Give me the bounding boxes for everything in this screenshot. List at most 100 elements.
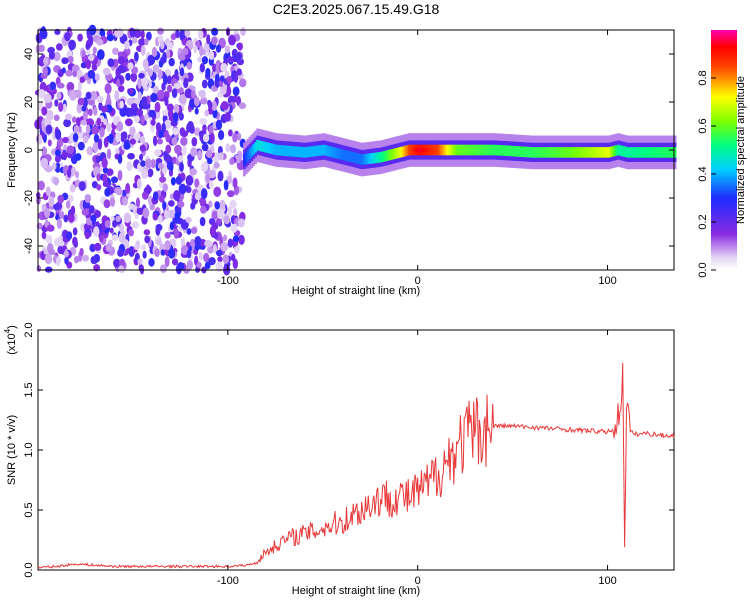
spectrogram-noise-mark xyxy=(140,29,145,40)
spectrogram-ridge-mark xyxy=(250,149,254,154)
spectrogram-ridge-mark xyxy=(668,150,671,155)
spectrogram-noise-mark xyxy=(114,90,120,102)
spectrogram-ridge-mark xyxy=(332,150,335,155)
spectrogram-noise-mark xyxy=(48,248,56,256)
spectrogram-noise-mark xyxy=(201,79,208,89)
spectrogram-noise-mark xyxy=(216,249,223,257)
spectrogram-noise-mark xyxy=(103,118,108,126)
spectrogram-ridge-mark xyxy=(592,150,595,155)
spectrogram-noise-mark xyxy=(119,66,127,73)
spectrogram-noise-mark xyxy=(148,257,155,267)
spectrogram-noise-mark xyxy=(144,114,149,121)
snr-y-axis: 0.0 0.5 1.0 1.5 2.0 xyxy=(23,322,674,578)
spectrogram-noise-mark xyxy=(110,176,119,184)
spectrogram-noise-mark xyxy=(161,109,170,116)
spectrogram-ridge-mark xyxy=(552,150,555,155)
spectrogram-noise-mark xyxy=(102,173,108,183)
spectrogram-ridge-mark xyxy=(309,149,312,154)
spectrogram-ridge-mark xyxy=(546,150,550,155)
spectrogram-noise-mark xyxy=(223,215,231,225)
spectrogram-ridge-mark xyxy=(569,150,573,155)
spectrogram-ridge-mark xyxy=(459,147,462,153)
spectrogram-ridge-mark xyxy=(438,147,442,153)
spectrogram-noise-mark xyxy=(161,122,166,133)
spectrogram-ridge-mark xyxy=(396,150,400,156)
x-tick-label: 0 xyxy=(415,575,421,587)
spectrogram-noise-mark xyxy=(142,58,149,70)
spectrogram-ridge-mark xyxy=(617,147,620,153)
spectrogram-ridge-mark xyxy=(666,150,669,155)
spectrogram-noise-mark xyxy=(37,134,43,146)
spectrogram-ridge-mark xyxy=(594,150,597,155)
spectrogram-noise-mark xyxy=(111,234,119,241)
spectrogram-ridge-mark xyxy=(550,150,554,155)
spectrogram-noise-mark xyxy=(96,95,104,103)
spectrogram-noise-mark xyxy=(136,108,144,117)
spectrogram-ridge-mark xyxy=(518,149,521,154)
spectrogram-ridge-mark xyxy=(313,149,316,154)
spectrogram-ridge-mark xyxy=(544,150,548,155)
spectrogram-noise-mark xyxy=(144,38,149,46)
spectrogram-noise-mark xyxy=(40,29,48,40)
spectrogram-ridge-mark xyxy=(343,153,347,158)
spectrogram-noise-mark xyxy=(97,138,103,150)
spectrogram-noise-mark xyxy=(226,86,232,97)
spectrogram-noise-mark xyxy=(96,184,102,191)
spectrogram-noise-mark xyxy=(220,101,229,111)
spectrogram-ridge-mark xyxy=(269,146,273,151)
spectrogram-ridge-mark xyxy=(516,149,519,154)
spectrogram-noise-mark xyxy=(194,178,200,189)
spectrogram-noise-mark xyxy=(222,254,229,264)
spectrogram-noise-mark xyxy=(82,111,88,121)
spectrogram-ridge-mark xyxy=(634,150,637,155)
spectrogram-noise-mark xyxy=(167,200,175,207)
spectrogram-noise-mark xyxy=(93,133,100,143)
spectrogram-noise-mark xyxy=(96,39,104,46)
chart-title: C2E3.2025.067.15.49.G18 xyxy=(273,1,440,17)
spectrogram-noise-mark xyxy=(236,132,242,141)
spectrogram-noise-mark xyxy=(58,101,64,112)
spectrogram-noise-mark xyxy=(92,63,97,71)
spectrogram-ridge-mark xyxy=(307,149,311,155)
spectrogram-ridge-mark xyxy=(535,150,538,155)
snr-y-label: SNR (10 * v/v) xyxy=(6,415,18,485)
spectrogram-noise-mark xyxy=(140,244,147,251)
spectrogram-noise-mark xyxy=(230,223,238,233)
spectrogram-noise-mark xyxy=(177,155,183,163)
spectrogram-ridge-mark xyxy=(539,150,542,155)
spectrogram-ridge-mark xyxy=(299,149,303,155)
colorbar: 0.0 0.2 0.4 0.6 0.8 Normalized spectral ampl… xyxy=(697,30,747,278)
spectrogram-noise-mark xyxy=(224,45,231,54)
spectrogram-noise-mark xyxy=(115,131,122,143)
spectrogram-ridge-mark xyxy=(385,153,388,158)
spectrogram-ridge-mark xyxy=(284,148,288,153)
spectrogram-noise-mark xyxy=(73,125,80,134)
spectrogram-noise-mark xyxy=(85,91,92,100)
spectrogram-noise-mark xyxy=(184,88,193,99)
spectrogram-ridge-mark xyxy=(674,150,677,155)
spectrogram-noise-mark xyxy=(94,242,102,251)
snr-x-label: Height of straight line (km) xyxy=(292,585,420,597)
spectrogram-ridge-mark xyxy=(670,150,673,155)
spectrogram-noise-mark xyxy=(75,171,80,179)
spectrogram-noise-mark xyxy=(82,135,89,144)
spectrogram-noise-mark xyxy=(117,85,125,93)
spectrogram-noise-mark xyxy=(164,119,172,130)
spectrogram-noise-mark xyxy=(211,27,219,36)
spectrogram-noise-mark xyxy=(155,122,162,132)
spectrogram-noise-mark xyxy=(127,62,134,70)
spectrogram-ridge-mark xyxy=(645,150,649,155)
spectrogram-noise-mark xyxy=(134,51,139,62)
spectrogram-noise-mark xyxy=(123,40,130,50)
spectrogram-noise-mark xyxy=(227,129,233,137)
spectrogram-ridge-mark xyxy=(656,150,660,155)
x-tick-label: 100 xyxy=(598,275,616,287)
spectrogram-ridge-mark xyxy=(636,150,639,155)
spectrogram-noise-mark xyxy=(57,235,65,246)
spectrogram-ridge-mark xyxy=(639,150,643,155)
spectrogram-noise-mark xyxy=(179,93,187,105)
spectrogram-noise-mark xyxy=(92,141,99,153)
spectrogram-noise-mark xyxy=(194,96,200,107)
spectrogram-noise-mark xyxy=(198,89,207,98)
spectrogram-ridge-mark xyxy=(413,147,417,153)
